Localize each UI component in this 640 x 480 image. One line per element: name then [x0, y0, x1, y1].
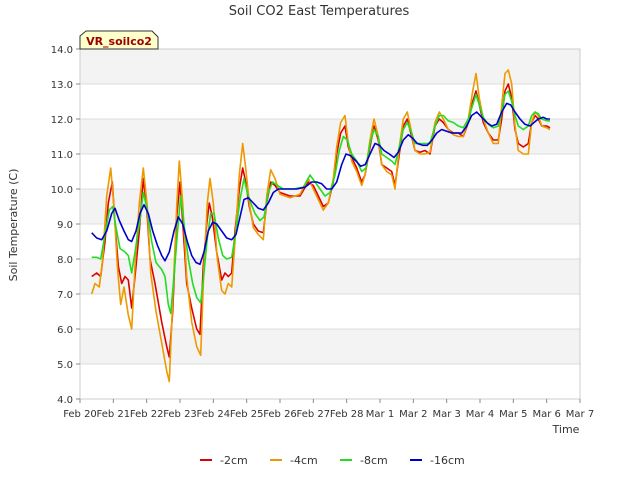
legend: -2cm -4cm -8cm -16cm: [200, 454, 465, 467]
grid-band: [80, 329, 580, 364]
y-axis-label: Soil Temperature (C): [7, 169, 20, 282]
series-line-4cm: [90, 69, 551, 383]
x-tick-label: Mar 6: [532, 409, 560, 420]
y-tick-label: 7.0: [57, 290, 73, 301]
grid-band: [80, 119, 580, 154]
x-axis-label: Time: [552, 423, 580, 436]
y-axis-ticks: 4.0 5.0 6.0 7.0 8.0 9.0 10.0 11.0 12.0 13.0 14.0: [51, 45, 80, 406]
x-tick-label: Feb 21: [97, 409, 131, 420]
x-tick-label: Feb 27: [297, 409, 331, 420]
x-tick-label: Mar 4: [466, 409, 494, 420]
y-tick-label: 11.0: [51, 150, 73, 161]
legend-label: -2cm: [220, 454, 248, 467]
station-label: VR_soilco2: [86, 35, 152, 48]
grid-band: [80, 49, 580, 84]
x-tick-label: Feb 28: [330, 409, 364, 420]
x-tick-label: Mar 2: [399, 409, 427, 420]
x-tick-label: Feb 26: [263, 409, 297, 420]
station-label-box: VR_soilco2: [79, 30, 159, 50]
series-line-8cm: [91, 90, 550, 315]
y-tick-label: 9.0: [57, 220, 73, 231]
legend-label: -8cm: [360, 454, 388, 467]
series-line-16cm: [91, 102, 550, 266]
x-tick-label: Feb 24: [197, 409, 231, 420]
x-tick-label: Feb 23: [163, 409, 197, 420]
x-tick-label: Feb 25: [230, 409, 264, 420]
x-tick-label: Mar 7: [566, 409, 594, 420]
y-tick-label: 4.0: [57, 395, 73, 406]
y-tick-label: 8.0: [57, 255, 73, 266]
x-tick-label: Feb 20: [63, 409, 97, 420]
chart-title: Soil CO2 East Temperatures: [229, 4, 410, 19]
x-tick-label: Mar 3: [432, 409, 460, 420]
y-tick-label: 10.0: [51, 185, 73, 196]
y-tick-label: 14.0: [51, 45, 73, 56]
y-tick-label: 12.0: [51, 115, 73, 126]
x-axis-ticks: Feb 20 Feb 21 Feb 22 Feb 23 Feb 24 Feb 25 Feb …: [63, 399, 594, 420]
grid-band: [80, 259, 580, 294]
y-tick-label: 6.0: [57, 325, 73, 336]
legend-label: -16cm: [430, 454, 465, 467]
y-tick-label: 13.0: [51, 80, 73, 91]
legend-label: -4cm: [290, 454, 318, 467]
x-tick-label: Mar 1: [366, 409, 394, 420]
x-tick-label: Feb 22: [130, 409, 164, 420]
series-layer: [90, 69, 551, 383]
y-tick-label: 5.0: [57, 360, 73, 371]
x-tick-label: Mar 5: [499, 409, 527, 420]
